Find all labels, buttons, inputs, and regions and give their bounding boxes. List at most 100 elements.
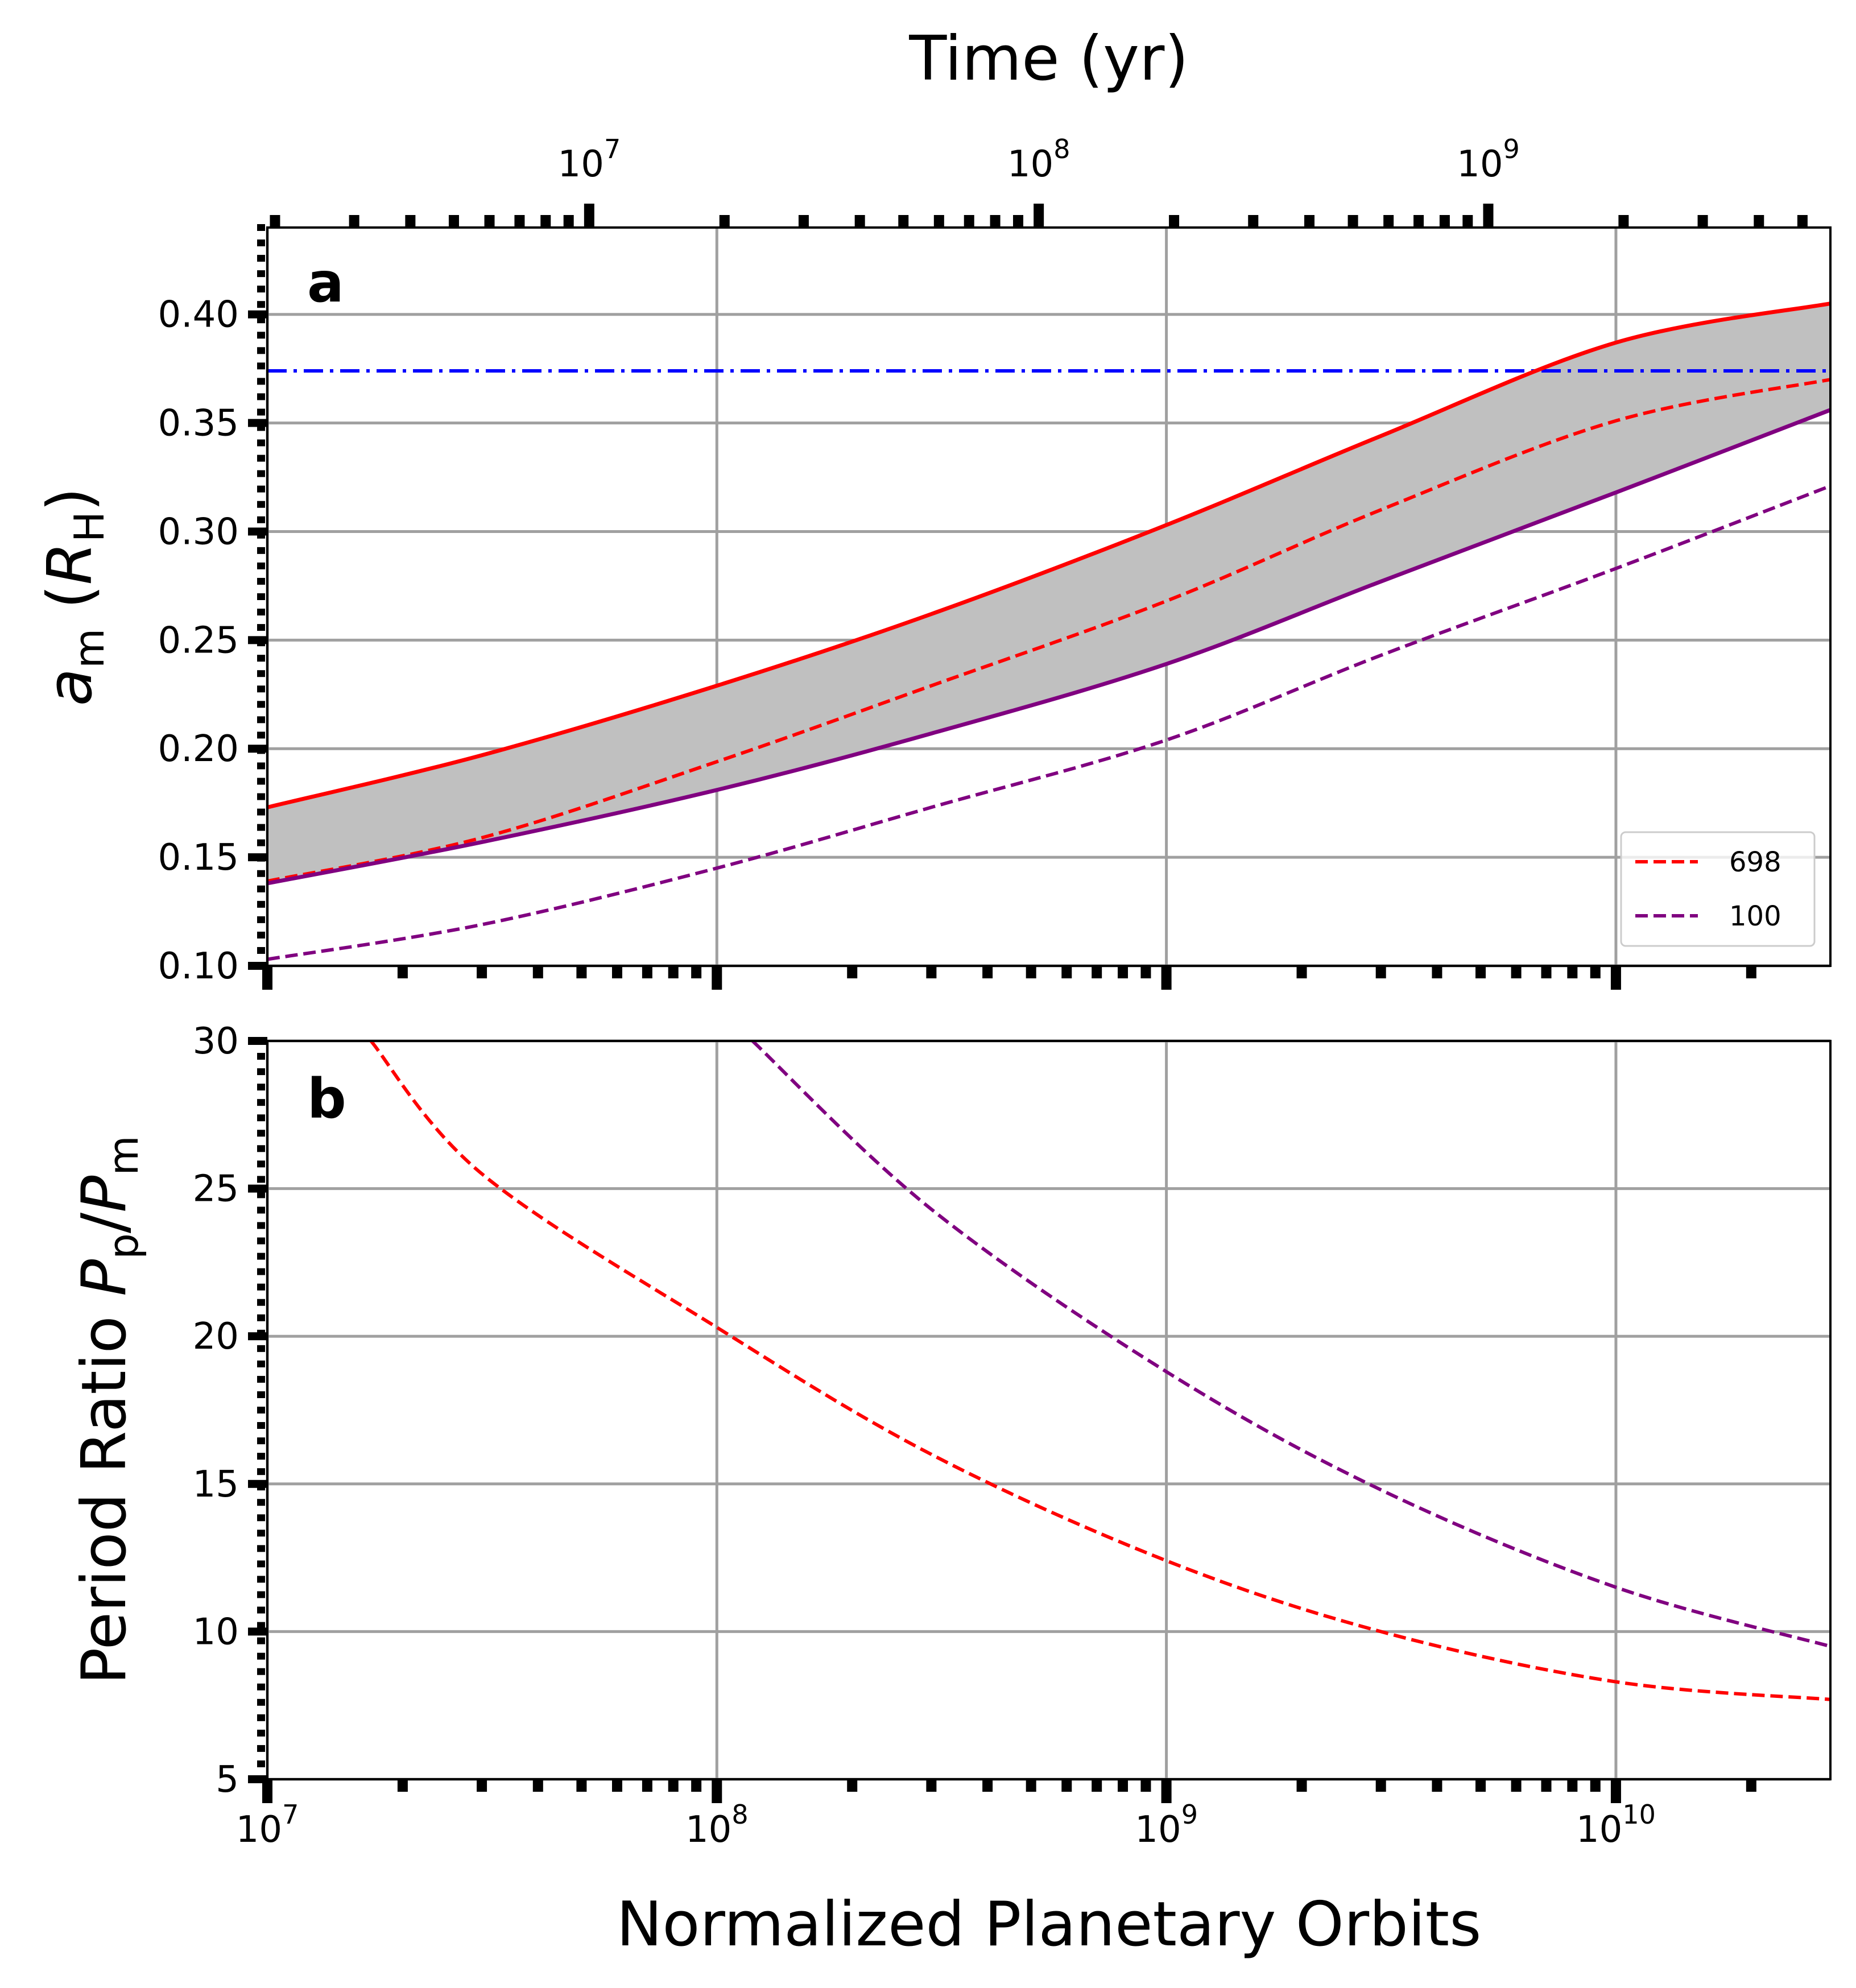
- y-minor-tick: [257, 1160, 265, 1168]
- y-minor-tick: [257, 347, 265, 354]
- y-minor-tick: [257, 270, 265, 278]
- y-minor-tick: [257, 424, 265, 431]
- y-minor-tick: [257, 747, 265, 754]
- top-minor-tick: [448, 215, 459, 228]
- y-minor-tick: [257, 316, 265, 324]
- top-minor-tick: [270, 215, 280, 228]
- y-minor-tick: [257, 1422, 265, 1429]
- x-minor-tick: [1118, 966, 1129, 978]
- top-major-tick: [584, 204, 594, 228]
- x-minor-tick: [1026, 966, 1036, 978]
- x-minor-tick: [477, 966, 487, 978]
- y-minor-tick: [257, 1375, 265, 1383]
- y-minor-tick: [257, 1191, 265, 1198]
- y-tick-label: 0.10: [158, 945, 239, 987]
- y-major-tick: [248, 1627, 267, 1636]
- y-minor-tick: [257, 931, 265, 939]
- y-tick-label: 0.30: [158, 511, 239, 553]
- x-minor-tick: [926, 1779, 937, 1792]
- y-minor-tick: [257, 1545, 265, 1552]
- x-minor-tick: [847, 1779, 858, 1792]
- y-minor-tick: [257, 1499, 265, 1506]
- top-minor-tick: [514, 215, 525, 228]
- top-major-tick: [1483, 204, 1494, 228]
- y-minor-tick: [257, 716, 265, 724]
- x-minor-tick: [1118, 1779, 1129, 1792]
- top-minor-tick: [1413, 215, 1424, 228]
- y-minor-tick: [257, 286, 265, 293]
- top-minor-tick: [898, 215, 909, 228]
- top-tick-label: 108: [1007, 134, 1070, 185]
- y-minor-tick: [257, 1714, 265, 1721]
- legend-box: [1620, 831, 1816, 947]
- panel-b-ticks: 107 108 109 1010 5 10 15 20 25 30: [193, 1020, 1756, 1851]
- x-minor-tick: [642, 1779, 652, 1792]
- y-minor-tick: [257, 1514, 265, 1522]
- top-minor-tick: [798, 215, 809, 228]
- top-minor-tick: [1618, 215, 1629, 228]
- top-minor-tick: [933, 215, 944, 228]
- x-minor-tick: [1746, 1779, 1756, 1792]
- x-minor-tick: [1092, 966, 1102, 978]
- y-minor-tick: [257, 762, 265, 770]
- y-minor-tick: [257, 793, 265, 800]
- x-major-tick: [1161, 966, 1172, 990]
- y-minor-tick: [257, 485, 265, 493]
- y-minor-tick: [257, 1683, 265, 1691]
- y-minor-tick: [257, 824, 265, 831]
- panel-b-y-axis-title: Period Ratio Pp/Pm: [69, 1135, 147, 1684]
- y-minor-tick: [257, 639, 265, 647]
- y-minor-tick: [257, 1299, 265, 1306]
- y-minor-tick: [257, 885, 265, 892]
- y-tick-label: 30: [193, 1020, 239, 1063]
- y-minor-tick: [257, 1468, 265, 1475]
- y-minor-tick: [257, 501, 265, 508]
- y-minor-tick: [257, 1576, 265, 1583]
- x-minor-tick: [1432, 1779, 1442, 1792]
- x-minor-tick: [1092, 1779, 1102, 1792]
- y-minor-tick: [257, 1283, 265, 1291]
- x-minor-tick: [1026, 1779, 1036, 1792]
- panel-a-label: a: [307, 251, 344, 315]
- top-minor-tick: [1439, 215, 1450, 228]
- y-minor-tick: [257, 624, 265, 631]
- y-minor-tick: [257, 393, 265, 400]
- top-major-tick: [1034, 204, 1044, 228]
- y-minor-tick: [257, 1698, 265, 1706]
- top-minor-tick: [563, 215, 574, 228]
- x-minor-tick: [397, 966, 408, 978]
- top-minor-tick: [1697, 215, 1708, 228]
- panel-b-label: b: [307, 1067, 346, 1131]
- y-minor-tick: [257, 1084, 265, 1091]
- y-minor-tick: [257, 1437, 265, 1445]
- y-minor-tick: [257, 1407, 265, 1413]
- legend: 698 100: [1620, 831, 1816, 947]
- y-minor-tick: [257, 609, 265, 616]
- y-minor-tick: [257, 1314, 265, 1321]
- series-line-698-dashed: [267, 378, 1831, 883]
- y-minor-tick: [257, 531, 265, 539]
- x-major-tick: [712, 1779, 722, 1803]
- x-minor-tick: [1432, 966, 1442, 978]
- top-tick-label: 107: [558, 134, 621, 185]
- y-minor-tick: [257, 516, 265, 523]
- top-minor-tick: [1347, 215, 1358, 228]
- y-minor-tick: [257, 947, 265, 954]
- y-minor-tick: [257, 1068, 265, 1076]
- x-tick-label: 107: [236, 1799, 299, 1851]
- y-minor-tick: [257, 562, 265, 569]
- y-minor-tick: [257, 1622, 265, 1629]
- y-minor-tick: [257, 255, 265, 262]
- x-major-tick: [712, 966, 722, 990]
- y-minor-tick: [257, 1253, 265, 1260]
- y-minor-tick: [257, 408, 265, 416]
- panel-b-frame: [266, 1040, 1832, 1780]
- top-axis-title: Time (yr): [908, 23, 1188, 94]
- y-minor-tick: [257, 670, 265, 677]
- panel-a-frame: [266, 226, 1832, 967]
- y-minor-tick: [257, 1560, 265, 1568]
- y-minor-tick: [257, 1176, 265, 1183]
- y-minor-tick: [257, 1776, 265, 1783]
- y-tick-label: 15: [193, 1464, 239, 1506]
